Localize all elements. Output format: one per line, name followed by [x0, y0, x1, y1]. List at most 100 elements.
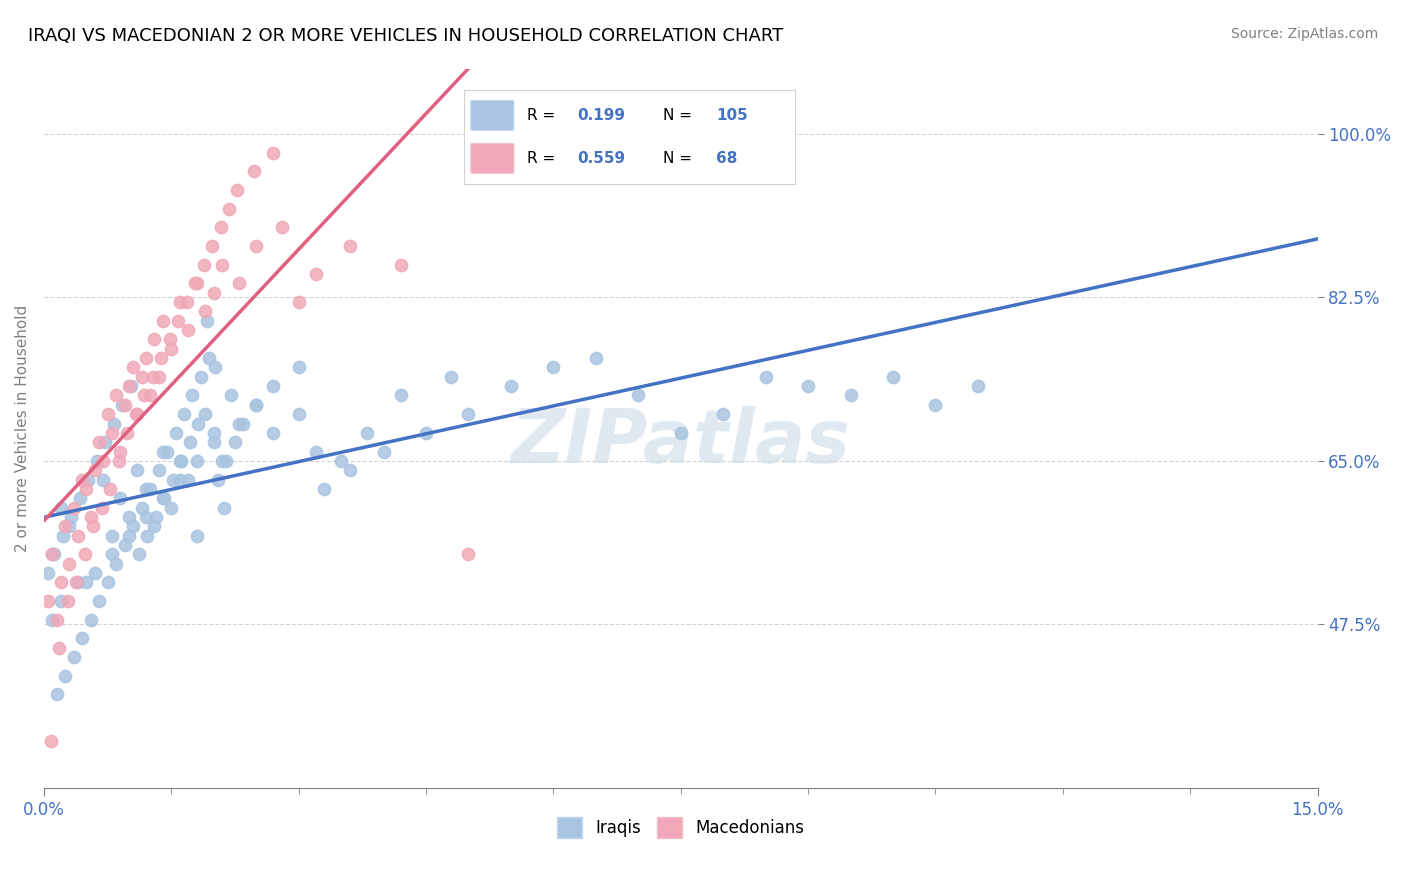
Text: IRAQI VS MACEDONIAN 2 OR MORE VEHICLES IN HOUSEHOLD CORRELATION CHART: IRAQI VS MACEDONIAN 2 OR MORE VEHICLES I… — [28, 27, 783, 45]
Point — [105, 388, 128, 402]
Point — [135, 482, 157, 496]
Point — [82, 519, 104, 533]
Point — [118, 510, 141, 524]
Point — [226, 183, 249, 197]
Point — [114, 398, 136, 412]
Point — [201, 239, 224, 253]
Point — [66, 575, 89, 590]
Point — [262, 145, 284, 160]
Point — [83, 566, 105, 580]
Point — [169, 454, 191, 468]
Point — [882, 369, 904, 384]
Point — [101, 425, 124, 440]
Point — [145, 510, 167, 524]
Point — [152, 444, 174, 458]
Point — [797, 379, 820, 393]
Point — [202, 425, 225, 440]
Point — [136, 528, 159, 542]
Point — [49, 594, 72, 608]
Point — [79, 613, 101, 627]
Point — [202, 435, 225, 450]
Text: ZIPatlas: ZIPatlas — [510, 406, 851, 479]
Point — [373, 444, 395, 458]
Point — [58, 557, 80, 571]
Point — [120, 379, 142, 393]
Point — [245, 398, 267, 412]
Point — [167, 314, 190, 328]
Point — [128, 547, 150, 561]
Point — [967, 379, 990, 393]
Point — [77, 473, 100, 487]
Point — [156, 444, 179, 458]
Point — [52, 528, 75, 542]
Point — [228, 277, 250, 291]
Point — [53, 669, 76, 683]
Point — [86, 454, 108, 468]
Point — [135, 351, 157, 365]
Point — [83, 463, 105, 477]
Point — [110, 491, 132, 506]
Point — [143, 333, 166, 347]
Point — [245, 398, 267, 412]
Point — [176, 295, 198, 310]
Point — [53, 519, 76, 533]
Point — [132, 388, 155, 402]
Point — [211, 454, 233, 468]
Point — [139, 388, 162, 402]
Point — [160, 500, 183, 515]
Point — [101, 547, 124, 561]
Point — [94, 435, 117, 450]
Point — [194, 304, 217, 318]
Point — [304, 267, 326, 281]
Y-axis label: 2 or more Vehicles in Household: 2 or more Vehicles in Household — [15, 304, 30, 552]
Point — [148, 463, 170, 477]
Point — [124, 407, 146, 421]
Point — [62, 650, 84, 665]
Point — [224, 435, 246, 450]
Point — [415, 425, 437, 440]
Point — [457, 547, 479, 561]
Point — [177, 473, 200, 487]
Point — [440, 369, 463, 384]
Point — [37, 594, 59, 608]
Point — [66, 528, 89, 542]
Point — [543, 360, 565, 375]
Point — [169, 295, 191, 310]
Point — [287, 407, 309, 421]
Point — [48, 640, 70, 655]
Point — [65, 575, 87, 590]
Point — [131, 500, 153, 515]
Point — [169, 473, 191, 487]
Point — [160, 342, 183, 356]
Point — [87, 435, 110, 450]
Point — [131, 369, 153, 384]
Point — [105, 557, 128, 571]
Point — [45, 613, 67, 627]
Point — [103, 417, 125, 431]
Point — [215, 454, 238, 468]
Point — [127, 407, 149, 421]
Point — [135, 510, 157, 524]
Point — [339, 239, 361, 253]
Point — [389, 258, 412, 272]
Point — [389, 388, 412, 402]
Point — [91, 454, 114, 468]
Point — [193, 258, 215, 272]
Point — [58, 519, 80, 533]
Point — [39, 734, 62, 748]
Point — [177, 323, 200, 337]
Point — [91, 473, 114, 487]
Point — [181, 388, 204, 402]
Point — [122, 360, 145, 375]
Point — [45, 687, 67, 701]
Point — [924, 398, 946, 412]
Point — [153, 491, 176, 506]
Point — [356, 425, 378, 440]
Point — [139, 482, 162, 496]
Point — [41, 613, 63, 627]
Point — [204, 360, 226, 375]
Point — [110, 444, 132, 458]
Point — [314, 482, 336, 496]
Point — [70, 473, 93, 487]
Point — [585, 351, 607, 365]
